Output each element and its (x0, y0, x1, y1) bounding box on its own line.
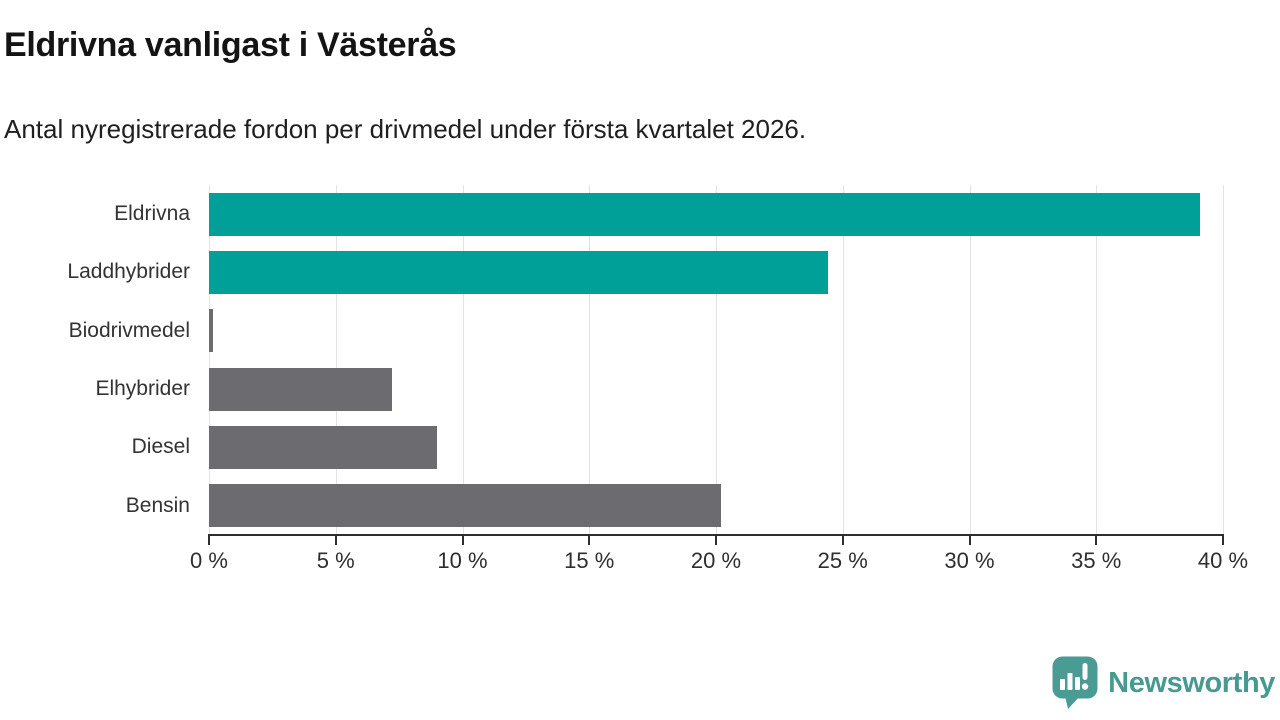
newsworthy-logo-icon (1052, 656, 1098, 709)
axis-tick-label: 25 % (817, 548, 868, 573)
axis-tick-label: 10 % (437, 548, 488, 573)
bar-diesel (209, 425, 438, 469)
category-label: Bensin (125, 493, 190, 517)
gridline (969, 185, 971, 535)
category-axis: Eldrivna Laddhybrider Biodrivmedel Elhybrid… (0, 185, 190, 535)
axis-tick-label: 40 % (1197, 548, 1249, 573)
axis-tick (1222, 536, 1224, 545)
axis-tick-label: 20 % (690, 548, 742, 573)
bar-eldrivna (209, 192, 1201, 236)
gridline (842, 185, 844, 535)
axis-tick (715, 536, 717, 545)
category-label: Elhybrider (95, 377, 190, 401)
axis-tick (461, 536, 464, 545)
bar-rows (209, 185, 1223, 535)
axis-tick (1095, 536, 1098, 545)
bar-row (209, 243, 1223, 301)
axis-tick-label: 0 % (190, 548, 228, 573)
bar-elhybrider (209, 367, 392, 411)
bar-laddhybrider (209, 250, 828, 294)
footer-branding: Newsworthy (1052, 656, 1275, 710)
axis-tick (208, 536, 210, 545)
x-axis-line (208, 534, 1224, 536)
gridline (589, 185, 591, 535)
axis-tick (841, 536, 844, 545)
category-label: Diesel (131, 435, 190, 459)
category-label: Biodrivmedel (68, 318, 190, 342)
bar-row (209, 185, 1223, 243)
gridline (1223, 185, 1224, 535)
gridline (335, 185, 337, 535)
gridline (1096, 185, 1098, 535)
bar-row (209, 302, 1223, 360)
bar-row (209, 418, 1223, 476)
gridline (209, 185, 210, 535)
gridline (716, 185, 717, 535)
bar-row (209, 360, 1223, 418)
gridline (462, 185, 464, 535)
axis-tick (588, 536, 591, 545)
chart-title: Eldrivna vanligast i Västerås (4, 26, 457, 64)
axis-tick-label: 5 % (316, 548, 355, 573)
bar-bensin (209, 484, 722, 528)
axis-tick-label: 15 % (564, 548, 615, 573)
axis-tick (334, 536, 337, 545)
bar-biodrivmedel (209, 309, 213, 353)
category-label: Eldrivna (114, 202, 190, 226)
axis-tick-label: 30 % (944, 548, 995, 573)
axis-tick-label: 35 % (1071, 548, 1122, 573)
axis-tick (968, 536, 971, 545)
plot-area (209, 185, 1224, 535)
chart-subtitle: Antal nyregistrerade fordon per drivmede… (4, 114, 807, 144)
brand-name: Newsworthy (1108, 666, 1275, 699)
category-label: Laddhybrider (67, 260, 190, 284)
x-axis: 0 % 5 % 10 % 15 % 20 % 25 % 30 % 35 % 40 % (190, 536, 1248, 586)
bar-row (209, 477, 1223, 535)
